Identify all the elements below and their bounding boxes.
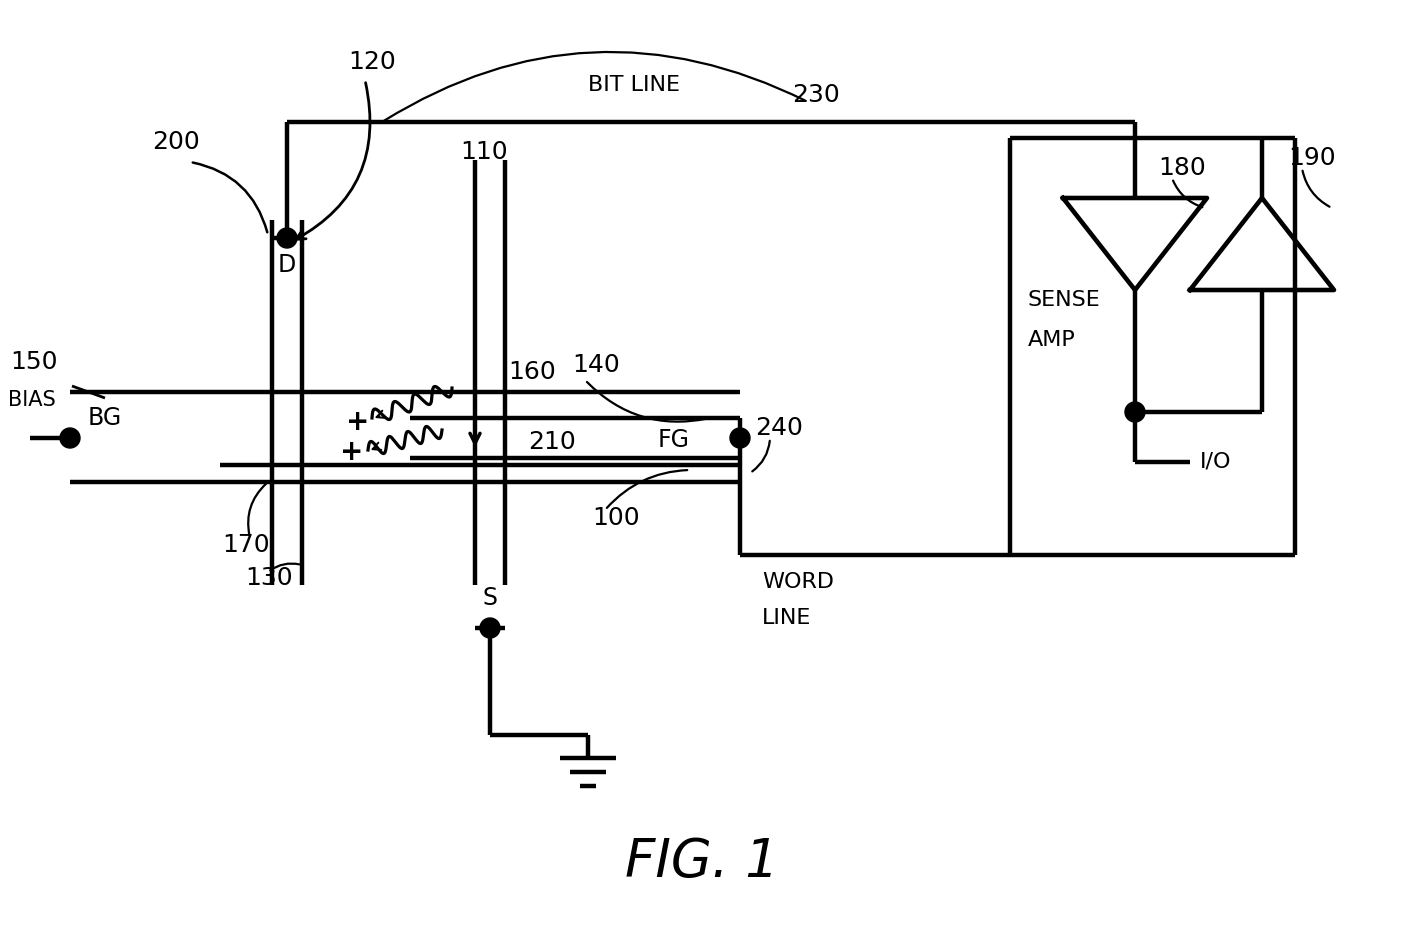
Circle shape [730, 428, 751, 448]
Text: 180: 180 [1157, 156, 1205, 180]
Text: 150: 150 [10, 350, 58, 374]
Text: WORD: WORD [762, 572, 833, 592]
Text: 240: 240 [755, 416, 803, 440]
Text: 210: 210 [528, 430, 575, 454]
Text: +: + [347, 408, 369, 436]
Text: 160: 160 [508, 360, 556, 384]
Text: LINE: LINE [762, 608, 811, 628]
Text: BIAS: BIAS [8, 390, 56, 410]
Text: 130: 130 [246, 566, 293, 590]
Text: 120: 120 [348, 50, 396, 74]
Text: FG: FG [658, 428, 690, 452]
Text: AMP: AMP [1028, 330, 1076, 350]
Text: S: S [483, 586, 498, 610]
Text: 230: 230 [793, 83, 840, 107]
Circle shape [60, 428, 80, 448]
Text: 110: 110 [460, 140, 508, 164]
Text: FIG. 1: FIG. 1 [626, 836, 779, 888]
Text: 170: 170 [222, 533, 269, 557]
Text: 200: 200 [152, 130, 199, 154]
Text: SENSE: SENSE [1028, 290, 1101, 310]
Circle shape [276, 228, 297, 248]
Text: 100: 100 [592, 506, 640, 530]
Circle shape [480, 618, 499, 638]
Text: 190: 190 [1288, 146, 1336, 170]
Circle shape [1125, 402, 1145, 422]
Text: +: + [341, 438, 363, 466]
Text: BIT LINE: BIT LINE [588, 75, 680, 95]
Text: BG: BG [88, 406, 122, 430]
Text: 140: 140 [572, 353, 620, 377]
Text: I/O: I/O [1200, 452, 1232, 472]
Text: D: D [278, 253, 296, 277]
